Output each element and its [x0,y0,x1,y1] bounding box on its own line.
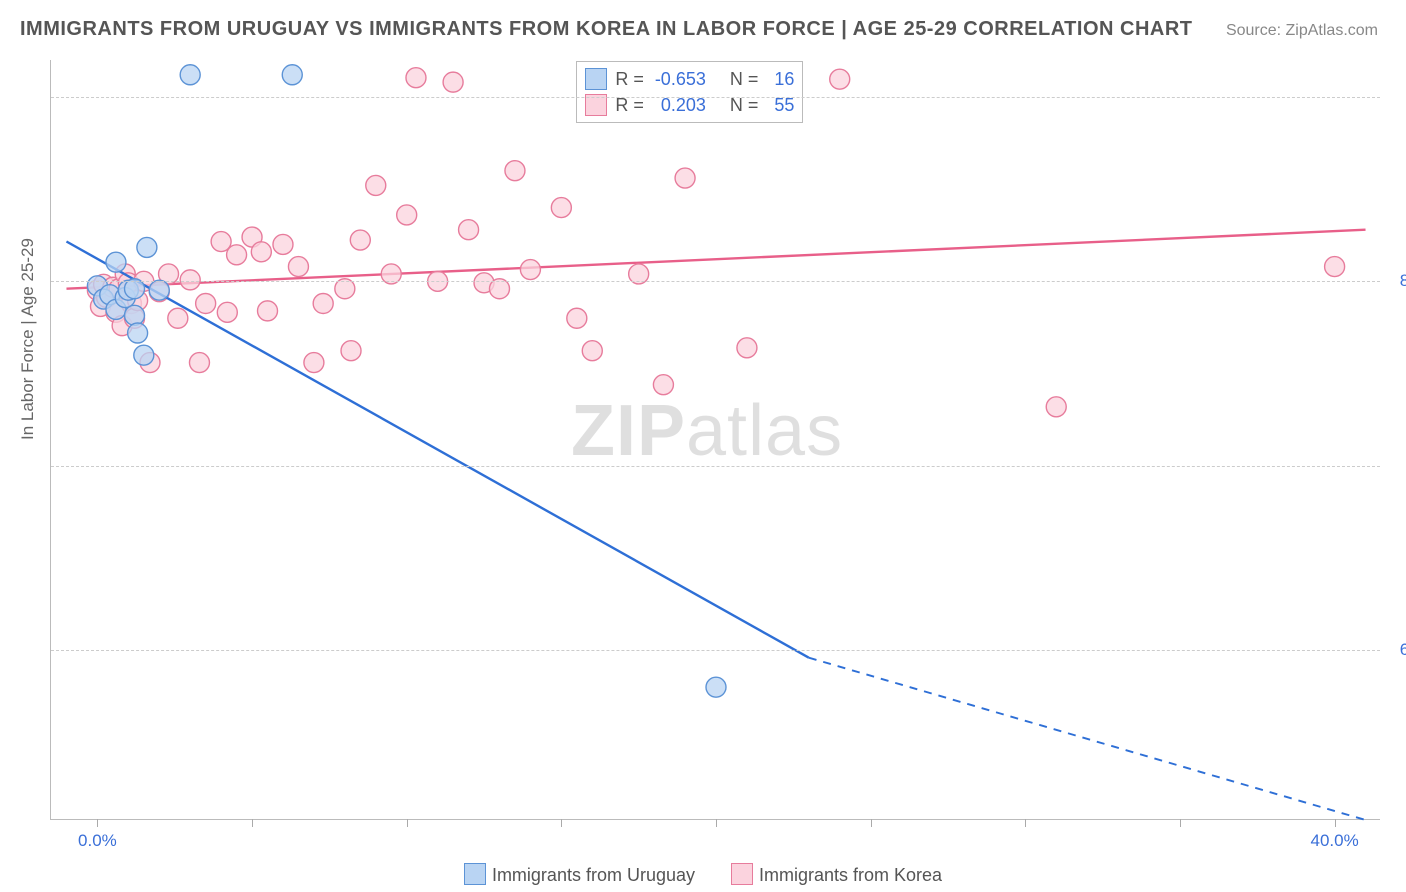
data-point [180,270,200,290]
x-tick [716,819,717,827]
x-tick [871,819,872,827]
data-point [282,65,302,85]
stats-n-value: 55 [766,92,794,118]
stats-r-label: R = [615,92,644,118]
legend-label: Immigrants from Korea [759,865,942,885]
data-point [459,220,479,240]
plot-area: ZIPatlas R =-0.653N =16R =0.203N =55 62.… [50,60,1380,820]
stats-n-label: N = [730,92,759,118]
data-point [128,323,148,343]
data-point [273,234,293,254]
data-point [366,175,386,195]
data-point [830,69,850,89]
trend-line-extrapolated [809,658,1366,820]
legend-bottom: Immigrants from Uruguay Immigrants from K… [0,863,1406,886]
y-tick-label: 87.5% [1388,271,1406,291]
data-point [189,353,209,373]
data-point [149,280,169,300]
x-tick [1335,819,1336,827]
x-tick [1025,819,1026,827]
gridline [51,97,1380,98]
legend-item: Immigrants from Uruguay [464,863,695,886]
data-point [288,257,308,277]
legend-item: Immigrants from Korea [731,863,942,886]
x-tick [97,819,98,827]
stats-n-value: 16 [766,66,794,92]
stats-legend: R = -0.653 N = 16 R = 0.203 N = 55 [576,61,803,123]
data-point [180,65,200,85]
data-point [251,242,271,262]
stats-r-value: 0.203 [652,92,706,118]
legend-swatch [585,68,607,90]
data-point [341,341,361,361]
stats-r-value: -0.653 [652,66,706,92]
data-point [125,305,145,325]
data-point [397,205,417,225]
x-tick-label: 0.0% [78,831,117,851]
stats-n-label: N = [730,66,759,92]
data-point [258,301,278,321]
data-point [106,252,126,272]
x-tick [252,819,253,827]
data-point [196,293,216,313]
data-point [313,293,333,313]
data-point [1046,397,1066,417]
data-point [406,68,426,88]
x-tick-label: 40.0% [1310,831,1358,851]
gridline [51,281,1380,282]
data-point [227,245,247,265]
data-point [443,72,463,92]
data-point [567,308,587,328]
data-point [350,230,370,250]
data-point [168,308,188,328]
data-point [304,353,324,373]
legend-swatch [731,863,753,885]
data-point [675,168,695,188]
data-point [1325,257,1345,277]
data-point [551,198,571,218]
data-point [217,302,237,322]
gridline [51,650,1380,651]
source-label: Source: ZipAtlas.com [1226,22,1378,40]
gridline [51,466,1380,467]
chart-svg [51,60,1380,819]
data-point [505,161,525,181]
data-point [653,375,673,395]
x-tick [1180,819,1181,827]
stats-legend-row: R = -0.653 N = 16 [585,66,794,92]
y-tick-label: 62.5% [1388,640,1406,660]
legend-swatch [464,863,486,885]
x-tick [407,819,408,827]
data-point [134,345,154,365]
data-point [582,341,602,361]
data-point [520,260,540,280]
x-tick [561,819,562,827]
chart-title: IMMIGRANTS FROM URUGUAY VS IMMIGRANTS FR… [20,18,1193,41]
data-point [706,677,726,697]
legend-label: Immigrants from Uruguay [492,865,695,885]
data-point [737,338,757,358]
y-axis-label: In Labor Force | Age 25-29 [18,238,38,440]
stats-legend-row: R = 0.203 N = 55 [585,92,794,118]
stats-r-label: R = [615,66,644,92]
trend-line [66,242,808,658]
data-point [137,237,157,257]
